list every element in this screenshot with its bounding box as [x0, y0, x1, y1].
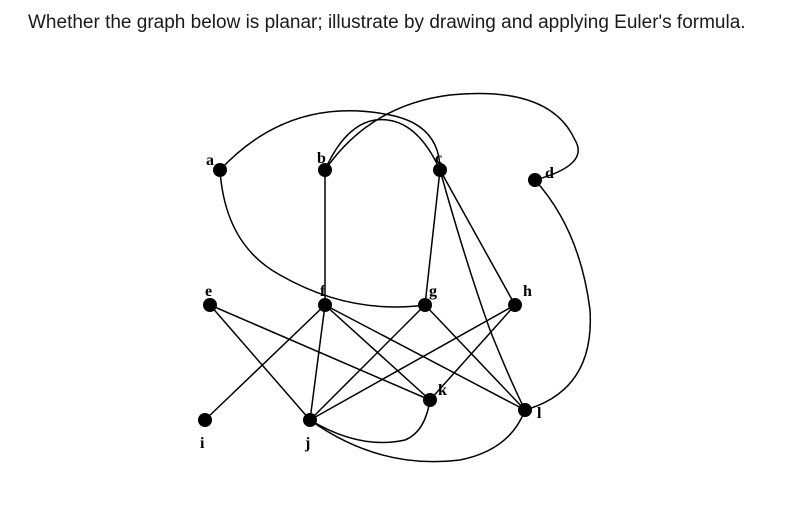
node-l: [518, 403, 532, 417]
node-label-c: c: [435, 150, 442, 168]
node-label-a: a: [206, 152, 214, 170]
node-label-d: d: [545, 165, 554, 183]
node-a: [213, 163, 227, 177]
edge-f-i: [205, 305, 325, 420]
edge-d-l: [525, 180, 590, 410]
node-j: [303, 413, 317, 427]
node-k: [423, 393, 437, 407]
node-label-h: h: [523, 283, 532, 301]
question-text: Whether the graph below is planar; illus…: [28, 12, 746, 34]
node-label-k: k: [438, 382, 447, 400]
node-d: [528, 173, 542, 187]
node-label-g: g: [429, 283, 437, 301]
edge-j-k: [310, 400, 430, 443]
graph-figure: a b c d e f g h i j k l: [150, 80, 630, 480]
node-label-l: l: [537, 405, 541, 423]
edge-b-c: [325, 120, 440, 170]
node-h: [508, 298, 522, 312]
edge-b-d: [325, 93, 578, 180]
node-label-j: j: [305, 435, 310, 453]
node-label-i: i: [200, 435, 204, 453]
node-label-b: b: [317, 150, 326, 168]
node-i: [198, 413, 212, 427]
edge-e-k: [210, 305, 430, 400]
edge-e-j: [210, 305, 310, 420]
edge-f-j: [310, 305, 325, 420]
node-label-f: f: [320, 283, 325, 301]
edge-c-h: [440, 170, 515, 305]
node-label-e: e: [205, 283, 212, 301]
edge-h-j: [310, 305, 515, 420]
edge-g-j: [310, 305, 425, 420]
graph-edges-svg: [150, 80, 630, 480]
